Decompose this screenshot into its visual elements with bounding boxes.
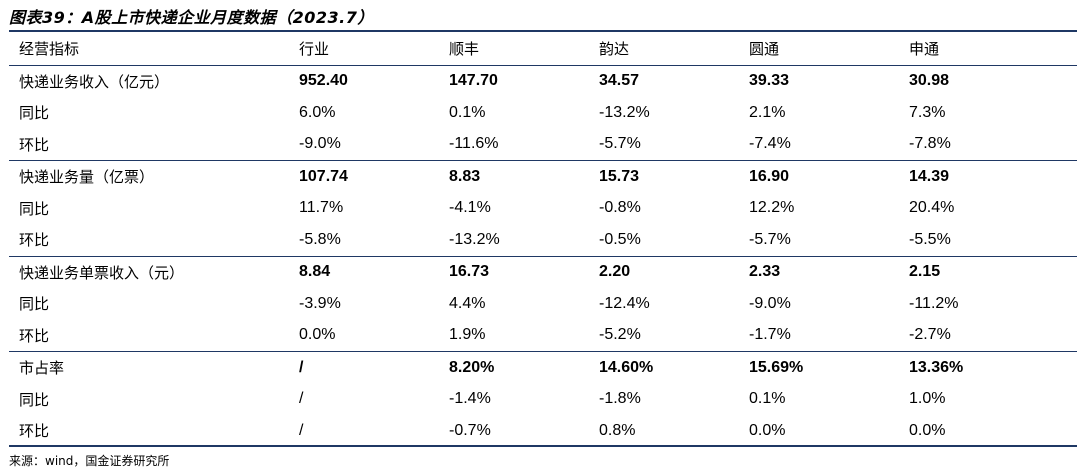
table-cell: 0.1% [749, 390, 786, 408]
table-cell: / [299, 421, 304, 439]
table-cell: 0.1% [449, 103, 486, 121]
table-row: 同比 / -1.4% -1.8% 0.1% 1.0% [9, 384, 1077, 416]
row-label: 同比 [19, 295, 50, 314]
table-cell: -13.2% [599, 103, 650, 121]
figure-title: 图表39：A股上市快递企业月度数据（2023.7） [9, 8, 374, 27]
table-cell: 0.0% [909, 421, 946, 439]
row-label: 快递业务单票收入（元） [9, 255, 299, 288]
table-cell: -0.8% [599, 199, 641, 217]
column-header: 韵达 [599, 40, 630, 59]
table-cell: 0.8% [599, 421, 636, 439]
table-cell: -4.1% [449, 199, 491, 217]
row-label: 环比 [19, 422, 50, 441]
table-cell: 7.3% [909, 103, 946, 121]
header-row: 经营指标 行业 顺丰 韵达 圆通 申通 [9, 33, 1077, 65]
row-label: 环比 [19, 326, 50, 345]
data-table: 经营指标 行业 顺丰 韵达 圆通 申通 快递业务收入（亿元） 952.40 147.… [9, 33, 1077, 447]
table-cell: -12.4% [599, 294, 650, 312]
table-cell: 2.1% [749, 103, 786, 121]
table-cell: 0.0% [299, 326, 336, 344]
table-cell: 15.69% [749, 351, 909, 384]
table-row: 环比 0.0% 1.9% -5.2% -1.7% -2.7% [9, 320, 1077, 352]
table-cell: -7.4% [749, 135, 791, 153]
row-label: 环比 [19, 135, 50, 154]
source-note: 来源：wind，国金证券研究所 [9, 454, 170, 468]
top-rule [9, 30, 1077, 32]
table-row: 环比 -9.0% -11.6% -5.7% -7.4% -7.8% [9, 129, 1077, 161]
row-label: 环比 [19, 231, 50, 250]
table-cell: 147.70 [449, 64, 599, 97]
table-cell: 0.0% [749, 421, 786, 439]
table-row: 快递业务收入（亿元） 952.40 147.70 34.57 39.33 30.98 [9, 64, 1077, 97]
table-cell: -11.2% [909, 294, 959, 312]
table-cell: -11.6% [449, 135, 499, 153]
column-header: 经营指标 [19, 40, 80, 59]
table-cell: -9.0% [299, 135, 341, 153]
table-cell: 4.4% [449, 294, 486, 312]
table-row: 同比 11.7% -4.1% -0.8% 12.2% 20.4% [9, 193, 1077, 225]
table-cell: -1.8% [599, 390, 641, 408]
table-cell: -5.8% [299, 230, 341, 248]
table-cell: 12.2% [749, 199, 795, 217]
table-cell: 1.0% [909, 390, 946, 408]
table-cell: / [299, 390, 304, 408]
table-row: 快递业务量（亿票） 107.74 8.83 15.73 16.90 14.39 [9, 160, 1077, 193]
table-body: 快递业务收入（亿元） 952.40 147.70 34.57 39.33 30.98 同比 6… [9, 64, 1077, 447]
table-cell: -3.9% [299, 294, 341, 312]
table-cell: 1.9% [449, 326, 486, 344]
table-cell: 8.83 [449, 160, 599, 193]
table-cell: 14.39 [909, 160, 1077, 193]
table-cell: 8.84 [299, 255, 449, 288]
table-cell: -1.7% [749, 326, 791, 344]
table-cell: 11.7% [299, 199, 344, 217]
table-cell: -5.7% [749, 230, 791, 248]
table-cell: 30.98 [909, 64, 1077, 97]
table-cell: -5.5% [909, 230, 951, 248]
row-label: 同比 [19, 390, 50, 409]
table-row: 环比 -5.8% -13.2% -0.5% -5.7% -5.5% [9, 224, 1077, 256]
table-cell: 15.73 [599, 160, 749, 193]
table-cell: -1.4% [449, 390, 491, 408]
table-cell: 16.90 [749, 160, 909, 193]
table-cell: / [299, 351, 449, 384]
table-cell: -0.7% [449, 421, 491, 439]
column-header: 申通 [909, 40, 940, 59]
table-cell: 14.60% [599, 351, 749, 384]
table-cell: -5.7% [599, 135, 641, 153]
row-label: 市占率 [9, 351, 299, 384]
table-cell: 2.20 [599, 255, 749, 288]
table-cell: -9.0% [749, 294, 791, 312]
table-row: 市占率/8.20% 14.60% 15.69% 13.36% [9, 351, 1077, 384]
table-cell: 107.74 [299, 160, 449, 193]
table-cell: -5.2% [599, 326, 641, 344]
table-cell: 2.15 [909, 255, 1077, 288]
table-row: 同比 6.0% 0.1% -13.2% 2.1% 7.3% [9, 97, 1077, 129]
table-cell: -13.2% [449, 230, 500, 248]
table-cell: 6.0% [299, 103, 336, 121]
row-label: 快递业务收入（亿元） [9, 64, 299, 97]
table-row: 环比 / -0.7% 0.8% 0.0% 0.0% [9, 415, 1077, 447]
row-label: 快递业务量（亿票） [9, 160, 299, 193]
table-row: 同比 -3.9% 4.4% -12.4% -9.0% -11.2% [9, 288, 1077, 320]
row-label: 同比 [19, 104, 50, 123]
table-cell: 39.33 [749, 64, 909, 97]
column-header: 圆通 [749, 40, 780, 59]
row-label: 同比 [19, 199, 50, 218]
table-cell: 20.4% [909, 199, 955, 217]
table-cell: 8.20% [449, 351, 599, 384]
bottom-rule [9, 445, 1077, 447]
column-header: 顺丰 [449, 40, 480, 59]
table-cell: 16.73 [449, 255, 599, 288]
table-cell: 34.57 [599, 64, 749, 97]
table-cell: 13.36% [909, 351, 1077, 384]
column-header: 行业 [299, 40, 330, 59]
table-cell: -0.5% [599, 230, 641, 248]
table-cell: -7.8% [909, 135, 951, 153]
table-cell: -2.7% [909, 326, 951, 344]
table-row: 快递业务单票收入（元） 8.84 16.73 2.20 2.33 2.15 [9, 255, 1077, 288]
table-cell: 952.40 [299, 64, 449, 97]
table-cell: 2.33 [749, 255, 909, 288]
